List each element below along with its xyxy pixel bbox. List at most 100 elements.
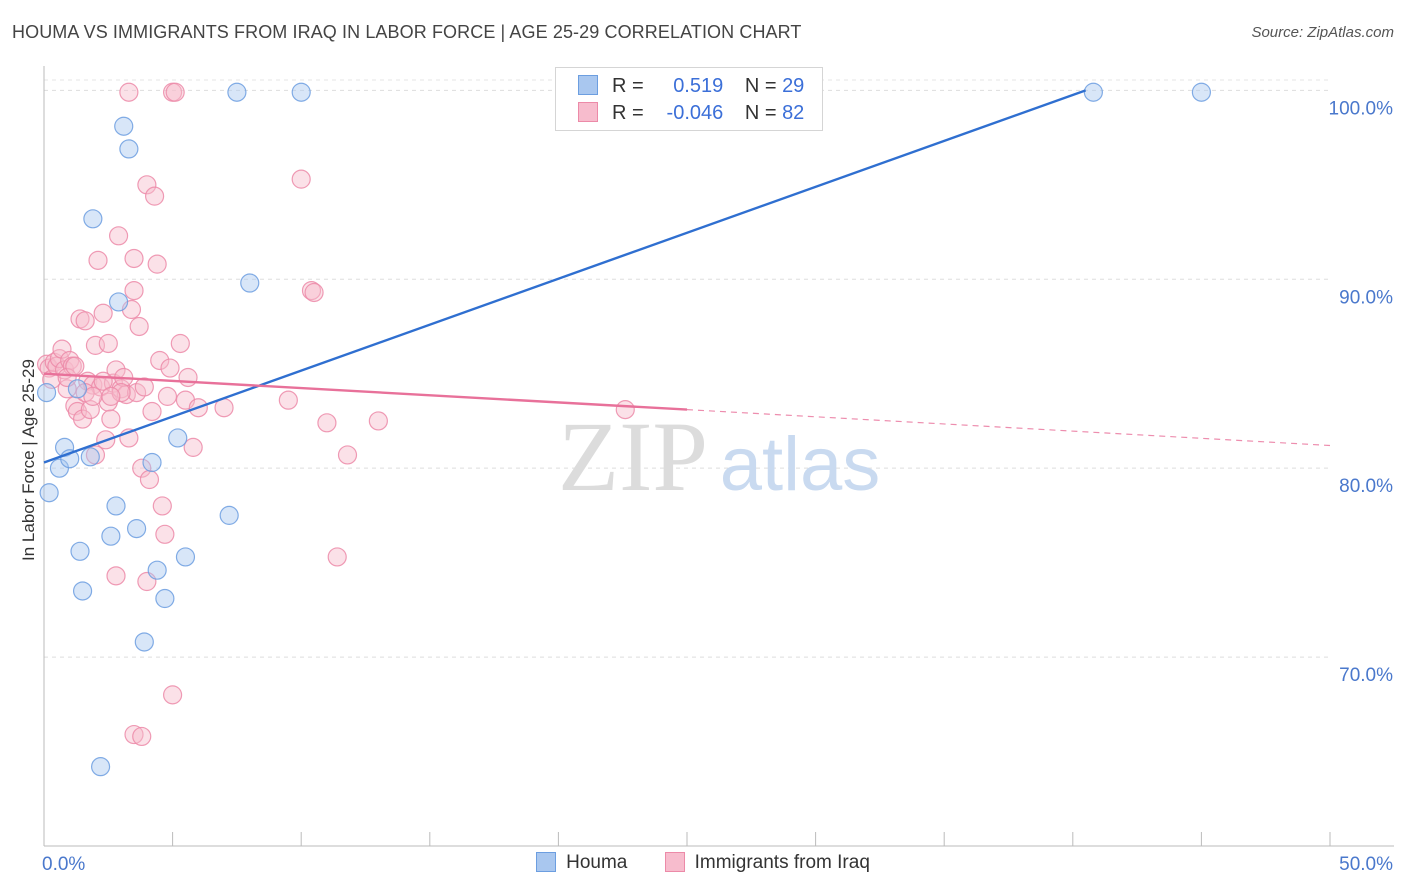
r-value: 0.519 <box>673 75 724 97</box>
houma-point <box>1191 82 1212 102</box>
iraq-point <box>108 226 129 246</box>
houma-point <box>83 209 103 229</box>
iraq-swatch <box>664 852 685 872</box>
iraq-point <box>124 724 144 745</box>
iraq-point <box>317 413 337 433</box>
iraq-point <box>147 254 167 274</box>
houma-point <box>114 116 134 136</box>
x-tick-label: 0.0% <box>42 854 85 875</box>
watermark-atlas: atlas <box>720 422 881 507</box>
iraq-point <box>144 186 165 206</box>
houma-point <box>227 82 247 102</box>
n-value: 82 <box>782 102 805 124</box>
iraq-point <box>327 547 347 567</box>
houma-point <box>291 82 311 102</box>
r-value: -0.046 <box>666 102 724 124</box>
houma-swatch <box>578 75 598 95</box>
iraq-point <box>124 280 144 301</box>
houma-point <box>36 383 57 403</box>
houma-point <box>142 452 162 473</box>
iraq-point <box>178 367 198 388</box>
iraq-point <box>155 524 175 544</box>
iraq-point <box>137 175 157 195</box>
iraq-point <box>134 377 154 397</box>
y-tick-label: 80.0% <box>1339 476 1393 497</box>
iraq-point <box>124 248 144 269</box>
iraq-point <box>132 726 152 747</box>
trend-lines <box>43 89 1331 464</box>
houma-point <box>168 428 188 448</box>
iraq-trend-line-extension <box>686 409 1331 447</box>
houma-point <box>106 496 126 516</box>
iraq-point <box>157 386 178 406</box>
series-legend: Houma Immigrants from Iraq <box>0 852 1406 874</box>
n-label: N = <box>744 102 777 124</box>
iraq-point <box>93 303 113 323</box>
iraq-point <box>75 311 95 331</box>
houma-point <box>39 483 59 503</box>
iraq-point <box>615 400 635 420</box>
iraq-point <box>57 379 77 399</box>
r-label: R = <box>612 75 644 97</box>
watermark-zip: ZIP <box>558 401 708 512</box>
iraq-point <box>119 82 139 102</box>
houma-point <box>90 757 111 777</box>
y-tick-label: 90.0% <box>1339 287 1393 308</box>
iraq-point <box>106 566 126 586</box>
watermark: ZIP atlas <box>558 401 880 512</box>
y-tick-label: 100.0% <box>1329 98 1394 119</box>
y-axis-title: In Labor Force | Age 25-29 <box>19 359 38 561</box>
houma-point <box>67 379 88 399</box>
legend-item-houma[interactable]: Houma <box>536 852 627 874</box>
iraq-swatch <box>578 102 598 122</box>
houma-point <box>219 505 239 525</box>
iraq-point <box>368 411 388 431</box>
r-label: R = <box>612 102 644 124</box>
legend-label: Immigrants from Iraq <box>694 852 870 873</box>
houma-point <box>240 273 260 293</box>
houma-point <box>126 519 147 539</box>
iraq-point <box>132 458 152 478</box>
houma-point <box>72 581 93 601</box>
houma-point <box>80 447 100 467</box>
iraq-point <box>111 383 131 403</box>
iraq-trend-line <box>43 372 688 411</box>
data-points <box>36 82 1212 777</box>
legend-item-iraq[interactable]: Immigrants from Iraq <box>664 852 870 874</box>
houma-point <box>155 588 175 609</box>
houma-point <box>119 139 139 159</box>
houma-trend-line <box>43 89 1087 464</box>
stats-legend-row-iraq: R = -0.046 N = 82 <box>578 102 804 125</box>
houma-point <box>147 560 167 580</box>
houma-point <box>101 526 121 546</box>
iraq-point <box>98 333 118 354</box>
houma-point <box>1083 82 1103 102</box>
iraq-point <box>88 250 108 270</box>
gridlines <box>44 79 1330 658</box>
source-label: Source: ZipAtlas.com <box>1251 24 1394 41</box>
n-label: N = <box>744 75 777 97</box>
axes <box>43 66 1394 847</box>
tick-labels: 100.0% 90.0% 80.0% 70.0% 0.0% 50.0% <box>42 98 1393 875</box>
iraq-point <box>291 169 311 189</box>
iraq-point <box>160 358 180 378</box>
iraq-point <box>129 316 149 337</box>
stats-legend-row-houma: R = 0.519 N = 29 <box>578 75 804 98</box>
iraq-point <box>142 401 162 422</box>
iraq-point <box>278 390 298 410</box>
iraq-point <box>83 386 103 406</box>
iraq-point <box>152 496 172 516</box>
houma-point <box>70 541 90 561</box>
houma-swatch <box>536 852 557 872</box>
iraq-point <box>183 437 203 457</box>
iraq-point <box>337 445 358 465</box>
y-tick-label: 70.0% <box>1339 665 1393 686</box>
stats-legend: R = 0.519 N = 29 R = -0.046 N = 82 <box>555 67 823 131</box>
n-value: 29 <box>782 75 805 97</box>
iraq-point <box>101 386 121 406</box>
iraq-point <box>101 409 121 429</box>
houma-point <box>134 632 154 652</box>
iraq-point <box>163 685 183 705</box>
iraq-point <box>52 339 72 359</box>
